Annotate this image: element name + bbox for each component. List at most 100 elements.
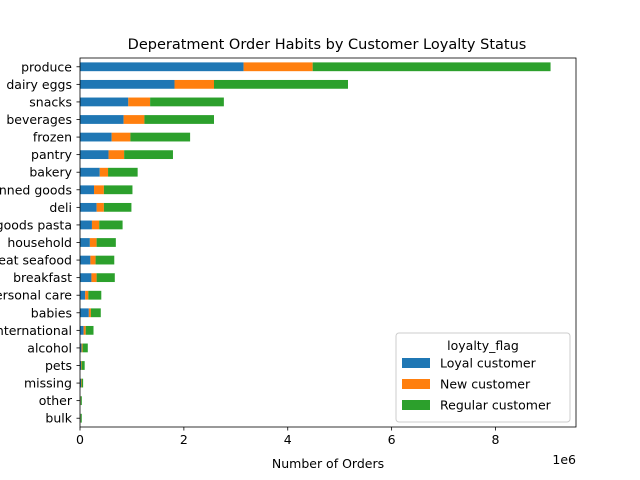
y-tick-label-missing: missing (24, 376, 72, 391)
legend-swatch-loyal-customer (402, 358, 430, 368)
bar-bulk-regular-customer (80, 413, 82, 423)
bar-deli-regular-customer (103, 202, 132, 212)
y-tick-label-personal-care: personal care (0, 288, 72, 303)
y-tick-label-produce: produce (21, 59, 72, 74)
x-tick-label-0: 0 (76, 432, 84, 447)
legend-entry-loyal-customer: Loyal customer (440, 356, 537, 371)
legend-title: loyalty_flag (447, 338, 519, 353)
bar-canned-goods-loyal-customer (80, 185, 95, 195)
bar-pets-loyal-customer (80, 361, 82, 370)
bar-personal-care-regular-customer (88, 290, 102, 300)
bar-meat-seafood-loyal-customer (80, 255, 91, 265)
bar-pantry-regular-customer (124, 150, 173, 160)
bar-household-new-customer (89, 238, 97, 247)
bar-missing-loyal-customer (80, 378, 82, 388)
y-tick-label-bulk: bulk (45, 411, 72, 426)
bar-dairy-eggs-new-customer (174, 79, 214, 89)
legend-swatch-regular-customer (402, 400, 430, 410)
bar-alcohol-new-customer (81, 343, 83, 353)
bar-household-loyal-customer (80, 238, 90, 247)
x-tick-label-8: 8 (492, 432, 500, 447)
y-tick-label-meat-seafood: meat seafood (0, 253, 72, 268)
bar-pantry-loyal-customer (80, 150, 109, 160)
y-tick-label-dry-goods-pasta: dry goods pasta (0, 217, 72, 232)
bar-breakfast-regular-customer (96, 273, 115, 283)
legend-entry-new-customer: New customer (440, 377, 531, 392)
bar-meat-seafood-new-customer (90, 255, 96, 265)
y-tick-label-breakfast: breakfast (13, 270, 72, 285)
y-tick-label-beverages: beverages (6, 112, 72, 127)
bar-bakery-loyal-customer (80, 167, 100, 177)
bar-dairy-eggs-regular-customer (213, 79, 348, 89)
bar-beverages-regular-customer (144, 115, 214, 124)
bar-deli-loyal-customer (80, 202, 97, 212)
bar-alcohol-regular-customer (82, 343, 88, 353)
x-tick-label-4: 4 (284, 432, 292, 447)
y-tick-label-other: other (39, 393, 73, 408)
bar-babies-new-customer (88, 308, 91, 318)
bar-snacks-loyal-customer (80, 97, 129, 107)
plot-frame (79, 57, 577, 428)
y-tick-label-international: international (0, 323, 72, 338)
bar-international-loyal-customer (80, 325, 84, 335)
bar-beverages-new-customer (123, 115, 145, 124)
y-tick-label-pantry: pantry (31, 147, 73, 162)
y-tick-label-alcohol: alcohol (27, 340, 72, 355)
y-tick-label-babies: babies (31, 305, 72, 320)
x-axis-label: Number of Orders (272, 456, 384, 471)
bar-produce-regular-customer (312, 62, 551, 72)
bar-canned-goods-new-customer (94, 185, 104, 195)
bar-international-new-customer (83, 325, 86, 335)
legend: loyalty_flag Loyal customer New customer R… (395, 332, 571, 423)
y-tick-label-dairy-eggs: dairy eggs (6, 77, 72, 92)
bar-babies-loyal-customer (80, 308, 89, 318)
bar-alcohol-loyal-customer (80, 343, 82, 353)
legend-entry-regular-customer: Regular customer (440, 398, 552, 413)
bar-breakfast-new-customer (91, 273, 97, 283)
x-tick-label-6: 6 (388, 432, 396, 447)
chart-title: Deperatment Order Habits by Customer Loy… (128, 37, 527, 53)
bar-produce-loyal-customer (80, 62, 244, 72)
bar-dairy-eggs-loyal-customer (80, 79, 175, 89)
bar-dry-goods-pasta-new-customer (91, 220, 100, 230)
bar-household-regular-customer (96, 238, 116, 247)
bar-pets-new-customer (81, 361, 82, 370)
bar-meat-seafood-regular-customer (95, 255, 115, 265)
bar-produce-new-customer (243, 62, 313, 72)
bar-bakery-regular-customer (108, 167, 138, 177)
bar-bakery-new-customer (99, 167, 109, 177)
x-axis-offset-label: 1e6 (552, 452, 576, 467)
x-tick-label-2: 2 (180, 432, 188, 447)
bar-personal-care-loyal-customer (80, 290, 86, 300)
bar-missing-regular-customer (81, 378, 84, 388)
bar-pets-regular-customer (81, 361, 85, 370)
bar-deli-new-customer (96, 202, 104, 212)
y-tick-label-canned-goods: canned goods (0, 182, 72, 197)
bar-dry-goods-pasta-regular-customer (99, 220, 123, 230)
legend-swatch-new-customer (402, 379, 430, 389)
y-tick-label-deli: deli (49, 200, 72, 215)
bar-personal-care-new-customer (85, 290, 89, 300)
bar-missing-new-customer (81, 378, 82, 388)
y-tick-label-bakery: bakery (29, 165, 72, 180)
y-tick-label-household: household (7, 235, 72, 250)
bar-pantry-new-customer (108, 150, 125, 160)
legend-box (395, 332, 571, 423)
bar-frozen-regular-customer (130, 132, 191, 142)
bar-snacks-new-customer (128, 97, 151, 107)
bar-dry-goods-pasta-loyal-customer (80, 220, 92, 230)
bar-frozen-loyal-customer (80, 132, 112, 142)
y-tick-label-pets: pets (45, 358, 72, 373)
bar-beverages-loyal-customer (80, 115, 124, 124)
bar-canned-goods-regular-customer (103, 185, 133, 195)
bar-international-regular-customer (85, 325, 94, 335)
bar-babies-regular-customer (90, 308, 101, 318)
bar-breakfast-loyal-customer (80, 273, 92, 283)
y-tick-label-snacks: snacks (29, 94, 72, 109)
bar-frozen-new-customer (111, 132, 131, 142)
y-tick-label-frozen: frozen (33, 130, 72, 145)
bar-other-regular-customer (80, 396, 82, 406)
bar-snacks-regular-customer (150, 97, 224, 107)
